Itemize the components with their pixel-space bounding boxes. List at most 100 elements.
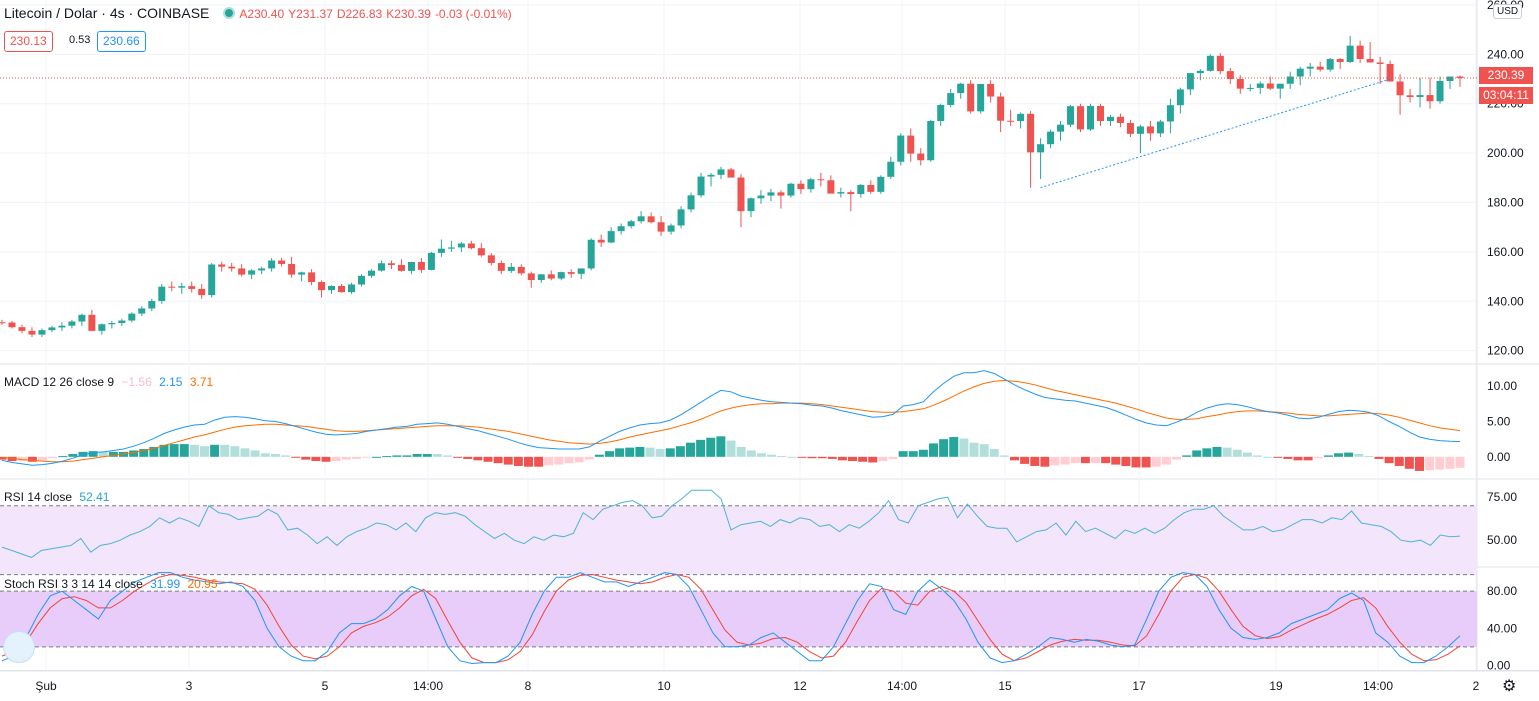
macd-histogram-bar — [432, 453, 442, 457]
macd-histogram-bar — [422, 453, 432, 457]
candle-body — [767, 192, 775, 196]
macd-histogram-bar — [88, 451, 98, 457]
candle-body — [667, 225, 675, 232]
macd-histogram-bar — [1303, 456, 1313, 461]
candle-body — [487, 255, 495, 263]
macd-histogram-bar — [483, 456, 493, 462]
macd-histogram-bar — [392, 455, 402, 457]
macd-histogram-bar — [787, 456, 797, 458]
settings-gear-icon[interactable]: ⚙ — [1502, 678, 1517, 695]
candle-body — [1166, 105, 1174, 122]
macd-histogram-bar — [1293, 456, 1303, 461]
candle-body — [457, 243, 465, 248]
macd-histogram-bar — [969, 442, 979, 457]
macd-histogram-bar — [1121, 456, 1131, 466]
candle-body — [577, 268, 585, 274]
candle-body — [647, 216, 655, 223]
time-tick-label: 8 — [525, 679, 532, 693]
macd-histogram-bar — [1394, 456, 1404, 466]
candle-body — [198, 288, 206, 296]
macd-histogram-bar — [797, 456, 807, 458]
candle-body — [707, 174, 715, 177]
candle-body — [1106, 116, 1114, 121]
candle-body — [597, 239, 605, 243]
macd-histogram-bar — [108, 451, 118, 457]
macd-histogram-bar — [513, 456, 523, 466]
stoch-tick-label: 80.00 — [1487, 584, 1517, 598]
tradingview-logo-icon[interactable] — [3, 631, 35, 663]
candle-body — [1356, 45, 1364, 60]
candle-body — [377, 263, 385, 271]
candle-body — [617, 226, 625, 232]
macd-histogram-bar — [58, 456, 68, 458]
macd-histogram-bar — [341, 456, 351, 460]
candle-body — [1037, 144, 1045, 153]
candle-body — [1446, 76, 1454, 81]
macd-histogram-bar — [564, 456, 574, 464]
candle-body — [627, 221, 635, 227]
candle-body — [1087, 105, 1095, 130]
candle-body — [338, 285, 346, 293]
buy-price-button[interactable]: 230.66 — [97, 31, 146, 52]
candle-body — [397, 264, 405, 271]
stoch-k-line — [1, 572, 1461, 665]
rsi-legend[interactable]: RSI 14 close 52.41 — [4, 490, 113, 504]
sell-price-button[interactable]: 230.13 — [4, 31, 53, 52]
macd-histogram-bar — [544, 456, 554, 466]
candle-body — [687, 195, 695, 210]
macd-histogram-bar — [200, 446, 209, 457]
macd-histogram-bar — [1101, 456, 1111, 464]
macd-tick-label: 0.00 — [1487, 450, 1511, 464]
candle-body — [777, 192, 785, 196]
macd-histogram-bar — [270, 453, 280, 457]
candle-body — [1266, 83, 1274, 89]
macd-histogram-bar — [534, 456, 544, 467]
candle-body — [1007, 120, 1015, 122]
candle-body — [288, 263, 296, 275]
candle-body — [967, 83, 975, 112]
macd-histogram-bar — [939, 439, 949, 457]
macd-histogram-bar — [726, 440, 736, 457]
macd-histogram-bar — [1070, 456, 1080, 464]
candle-body — [737, 177, 745, 212]
candle-body — [88, 314, 96, 331]
time-tick-label: 3 — [186, 679, 193, 693]
macd-histogram-bar — [837, 456, 847, 461]
candle-body — [1246, 87, 1254, 89]
macd-histogram-bar — [1091, 456, 1100, 464]
time-tick-label: 15 — [998, 679, 1012, 693]
macd-histogram-bar — [1020, 456, 1030, 464]
macd-histogram-bar — [777, 456, 787, 458]
candle-body — [407, 262, 415, 271]
macd-legend[interactable]: MACD 12 26 close 9 −1.56 2.15 3.71 — [4, 375, 217, 389]
candle-body — [1096, 105, 1104, 121]
candle-body — [557, 272, 565, 279]
macd-histogram-bar — [68, 453, 78, 457]
macd-histogram-bar — [574, 456, 584, 463]
candle-body — [1206, 55, 1214, 71]
candle-body — [877, 176, 885, 192]
candle-body — [48, 327, 56, 331]
macd-histogram-bar — [1040, 456, 1050, 467]
macd-histogram-bar — [898, 451, 908, 457]
price-tick-label: 240.00 — [1487, 47, 1524, 61]
candle-body — [637, 216, 645, 222]
macd-histogram-bar — [230, 446, 240, 457]
stoch-legend[interactable]: Stoch RSI 3 3 14 14 close 31.99 20.95 — [4, 577, 222, 591]
macd-histogram-bar — [129, 450, 139, 457]
macd-histogram-bar — [17, 456, 27, 462]
macd-histogram-bar — [1192, 450, 1202, 457]
candle-body — [367, 270, 375, 276]
time-tick-label: 2 — [1473, 679, 1480, 693]
macd-histogram-bar — [746, 450, 756, 457]
macd-label: MACD 12 26 close 9 — [4, 375, 115, 389]
candle-body — [977, 83, 985, 112]
macd-histogram-bar — [1435, 456, 1445, 470]
candle-body — [178, 286, 186, 288]
symbol-title[interactable]: Litecoin / Dolar · 4s · COINBASE — [4, 5, 210, 21]
candle-body — [258, 268, 266, 271]
candle-body — [1276, 83, 1284, 89]
currency-label[interactable]: USD — [1493, 4, 1523, 19]
candle-body — [947, 93, 955, 105]
